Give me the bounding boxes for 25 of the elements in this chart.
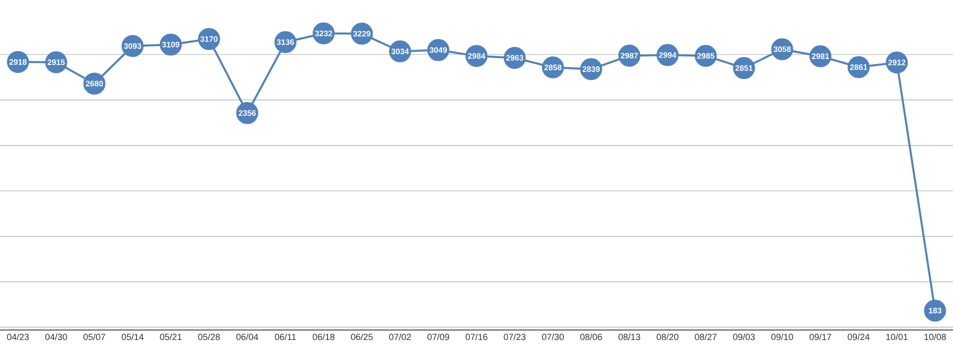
x-tick-label: 09/24: [848, 334, 870, 340]
x-tick-label: 07/09: [427, 334, 450, 340]
x-tick-label: 08/27: [694, 334, 717, 340]
x-tick-label: 06/11: [274, 334, 296, 340]
x-tick-label: 06/04: [236, 334, 258, 340]
x-tick-label: 04/23: [7, 334, 29, 340]
x-tick-label: 07/16: [466, 334, 488, 340]
x-tick-label: 05/21: [160, 334, 182, 340]
x-tick-label: 04/30: [45, 334, 68, 340]
x-tick-label: 07/23: [504, 334, 526, 340]
x-tick-label: 08/20: [656, 334, 678, 340]
x-tick-label: 06/18: [312, 334, 334, 340]
x-tick-label: 09/03: [733, 334, 755, 340]
x-tick-label: 10/01: [886, 334, 908, 340]
x-tick-label: 09/10: [771, 334, 794, 340]
x-tick-label: 05/28: [198, 334, 220, 340]
x-tick-label: 07/02: [389, 334, 411, 340]
x-tick-label: 06/25: [350, 334, 373, 340]
x-tick-label: 08/06: [580, 334, 602, 340]
x-tick-label: 05/07: [84, 334, 106, 340]
x-tick-label: 05/14: [122, 334, 144, 340]
x-tick-label: 09/17: [810, 334, 832, 340]
x-tick-label: 07/30: [542, 334, 564, 340]
x-tick-label: 08/13: [618, 334, 640, 340]
x-tick-label: 10/08: [924, 334, 946, 340]
